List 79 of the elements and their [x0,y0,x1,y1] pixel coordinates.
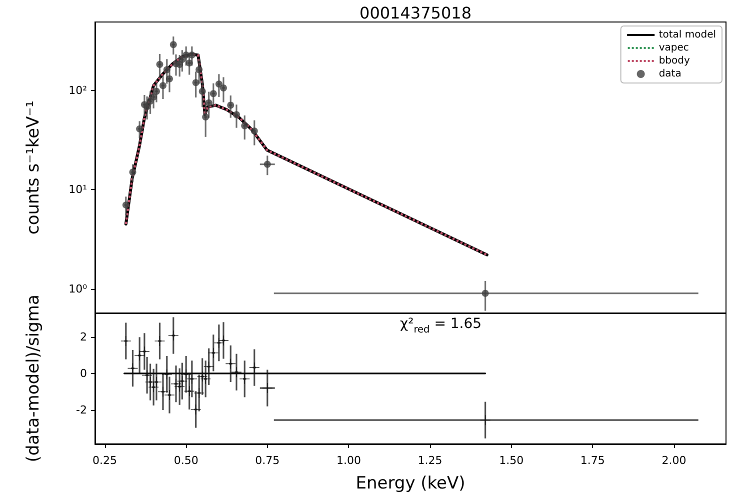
point [215,80,222,88]
point [204,362,214,372]
legend-label: bbody [658,56,690,66]
point [200,374,211,384]
point [186,60,193,67]
point [262,383,272,394]
point [162,369,172,380]
chart-title: 00014375018 [360,4,472,22]
point [168,330,178,341]
y-tick-label: 10² [68,84,87,97]
point [182,51,190,58]
legend-label: data [658,68,682,80]
point [205,99,212,106]
point [177,376,188,386]
point [148,382,159,392]
point [188,51,196,58]
point [142,370,152,380]
point [129,168,136,176]
point [154,336,165,346]
point [150,93,158,100]
x-tick-label: 2.00 [662,454,686,468]
x-tick-label: 0.25 [92,454,118,468]
point [194,388,204,398]
point [158,386,168,397]
y-tick-label: 10¹ [68,183,87,196]
y-axis-title: (data-model)/sigma [23,294,44,462]
point [192,79,200,86]
point [480,415,490,426]
point [122,201,130,208]
point [482,290,489,297]
point [220,84,227,92]
x-tick-label: 0.50 [174,454,198,468]
x-axis-title: Energy (keV) [356,474,466,494]
point [190,404,201,414]
point [164,390,174,400]
point [196,66,203,74]
point [176,60,184,68]
x-tick-label: 1.75 [580,454,605,468]
point [151,377,162,388]
point [208,348,218,358]
point [202,113,210,120]
point [218,335,228,346]
point [240,374,250,384]
point [264,160,271,168]
point [186,374,197,384]
point [226,358,236,369]
point [250,128,258,134]
point [156,60,164,68]
point [120,336,131,346]
x-tick-label: 1.00 [336,454,361,468]
legend-label: vapec [658,42,689,54]
point [170,41,177,48]
point [198,88,206,95]
point [134,350,145,360]
x-tick-label: 1.50 [499,454,524,468]
point [231,367,242,378]
y-tick-label: 10⁰ [68,282,88,296]
point [210,90,217,98]
point [163,66,170,74]
point [227,102,234,109]
point [139,346,150,356]
point [232,111,240,118]
point [152,88,160,95]
legend-label: total model [658,30,716,40]
point [136,125,144,132]
point [144,102,151,110]
point [174,382,185,392]
y-tick-label: 2 [80,330,87,344]
point [249,362,260,373]
y-tick-label: -2 [76,404,87,417]
point [166,75,173,82]
point [181,369,192,380]
point [159,82,166,90]
y-tick-label: 0 [80,366,87,380]
point [178,56,186,64]
x-tick-label: 1.25 [418,454,442,468]
point [241,122,248,130]
y-axis-title: counts s⁻¹keV⁻¹ [23,100,44,234]
x-tick-label: 0.75 [255,454,280,468]
